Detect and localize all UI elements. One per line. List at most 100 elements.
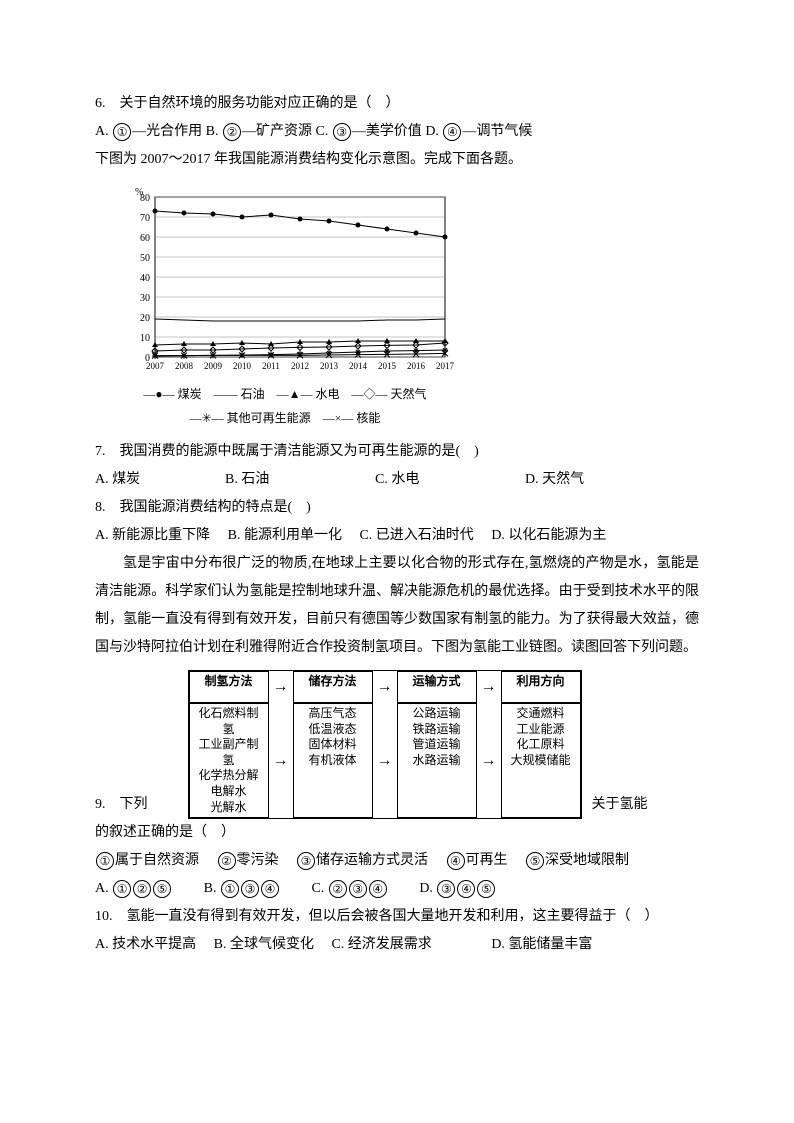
arrow-icon: → xyxy=(373,703,397,818)
q8-b: B. 能源利用单一化 xyxy=(228,528,342,543)
q9-a1: ① xyxy=(113,880,131,898)
q9-s2: ② xyxy=(218,852,236,870)
flow-head-1: 储存方法 xyxy=(293,671,373,703)
svg-text:2007: 2007 xyxy=(146,361,165,371)
svg-text:2010: 2010 xyxy=(233,361,252,371)
q6-d-text: —调节气候 xyxy=(462,124,532,139)
q8-options: A. 新能源比重下降 B. 能源利用单一化 C. 已进入石油时代 D. 以化石能… xyxy=(95,522,699,550)
q6-b-prefix: B. xyxy=(206,124,222,139)
q9-s5: ⑤ xyxy=(526,852,544,870)
q7-options: A. 煤炭 B. 石油 C. 水电 D. 天然气 xyxy=(95,466,699,494)
q6-c-prefix: C. xyxy=(315,124,331,139)
q6-a-num: ① xyxy=(113,123,131,141)
q6-c-num: ③ xyxy=(333,123,351,141)
q9-d3: ⑤ xyxy=(477,880,495,898)
flow-head-0: 制氢方法 xyxy=(189,671,269,703)
q9-d1: ③ xyxy=(437,880,455,898)
q9-s2t: 零污染 xyxy=(237,853,279,868)
q9-c3: ④ xyxy=(369,880,387,898)
arrow-icon: → xyxy=(269,671,293,703)
q9-b-p: B. xyxy=(204,881,220,896)
hydrogen-flowchart: 制氢方法→储存方法→运输方式→利用方向化石燃料制氢 工业副产制氢 化学热分解 电… xyxy=(188,670,582,819)
svg-text:2009: 2009 xyxy=(204,361,223,371)
q6-text: 6. 关于自然环境的服务功能对应正确的是（ ） xyxy=(95,90,699,118)
q9-c2: ③ xyxy=(349,880,367,898)
q7-text: 7. 我国消费的能源中既属于清洁能源又为可再生能源的是( ) xyxy=(95,438,699,466)
q9-statements: ①属于自然资源 ②零污染 ③储存运输方式灵活 ④可再生 ⑤深受地域限制 xyxy=(95,847,699,875)
q7-c: C. 水电 xyxy=(375,466,525,494)
arrow-icon: → xyxy=(373,671,397,703)
svg-text:70: 70 xyxy=(140,213,150,224)
svg-text:2017: 2017 xyxy=(436,361,455,371)
q9-s3t: 储存运输方式灵活 xyxy=(316,853,428,868)
svg-text:2013: 2013 xyxy=(320,361,339,371)
q8-d: D. 以化石能源为主 xyxy=(491,528,606,543)
svg-text:2015: 2015 xyxy=(378,361,397,371)
svg-text:2016: 2016 xyxy=(407,361,426,371)
q8-text: 8. 我国能源消费结构的特点是( ) xyxy=(95,494,699,522)
flow-body-0: 化石燃料制氢 工业副产制氢 化学热分解 电解水 光解水 xyxy=(189,703,269,818)
q6-c-text: —美学价值 xyxy=(352,124,422,139)
flow-body-3: 交通燃料 工业能源 化工原料 大规模储能 xyxy=(501,703,581,818)
q9-a3: ⑤ xyxy=(153,880,171,898)
q9-s4t: 可再生 xyxy=(466,853,508,868)
flow-body-1: 高压气态 低温液态 固体材料 有机液体 xyxy=(293,703,373,818)
q9-a-p: A. xyxy=(95,881,112,896)
q9-c1: ② xyxy=(329,880,347,898)
q9-d-p: D. xyxy=(419,881,436,896)
q9-s4: ④ xyxy=(447,852,465,870)
q9-a2: ② xyxy=(133,880,151,898)
intro-7: 下图为 2007～2017 年我国能源消费结构变化示意图。完成下面各题。 xyxy=(95,146,699,174)
q6-a-prefix: A. xyxy=(95,124,112,139)
svg-text:2012: 2012 xyxy=(291,361,309,371)
q9-s1t: 属于自然资源 xyxy=(115,853,199,868)
flow-head-3: 利用方向 xyxy=(501,671,581,703)
q8-a: A. 新能源比重下降 xyxy=(95,528,210,543)
q10-a: A. 技术水平提高 xyxy=(95,937,196,952)
q10-options: A. 技术水平提高 B. 全球气候变化 C. 经济发展需求 D. 氢能储量丰富 xyxy=(95,931,699,959)
q7-d: D. 天然气 xyxy=(525,466,584,494)
q9-right: 关于氢能 xyxy=(582,791,648,819)
q8-c: C. 已进入石油时代 xyxy=(359,528,473,543)
svg-text:60: 60 xyxy=(140,233,150,244)
q9-left: 9. 下列 xyxy=(95,791,148,819)
q7-b: B. 石油 xyxy=(225,466,375,494)
svg-text:20: 20 xyxy=(140,313,150,324)
q6-b-text: —矿产资源 xyxy=(242,124,312,139)
q9-b2: ③ xyxy=(241,880,259,898)
q6-b-num: ② xyxy=(223,123,241,141)
svg-text:10: 10 xyxy=(140,333,150,344)
q6-d-prefix: D. xyxy=(425,124,442,139)
q9-s1: ① xyxy=(96,852,114,870)
q9-options: A. ①②⑤ B. ①③④ C. ②③④ D. ③④⑤ xyxy=(95,875,699,903)
q9-tail: 的叙述正确的是（ ） xyxy=(95,819,699,847)
q6-d-num: ④ xyxy=(443,123,461,141)
chart-svg: 01020304050607080%2007200820092010201120… xyxy=(115,182,455,382)
svg-text:%: % xyxy=(135,187,143,198)
flow-head-2: 运输方式 xyxy=(397,671,477,703)
energy-chart: 01020304050607080%2007200820092010201120… xyxy=(115,182,699,430)
svg-text:2008: 2008 xyxy=(175,361,194,371)
q9-s5t: 深受地域限制 xyxy=(545,853,629,868)
q6-a-text: —光合作用 xyxy=(132,124,202,139)
arrow-icon: → xyxy=(269,703,293,818)
arrow-icon: → xyxy=(477,671,501,703)
q10-text: 10. 氢能一直没有得到有效开发，但以后会被各国大量地开发和利用，这主要得益于（… xyxy=(95,903,699,931)
q9-d2: ④ xyxy=(457,880,475,898)
q9-c-p: C. xyxy=(311,881,327,896)
chart-legend-2: —✳— 其他可再生能源 —×— 核能 xyxy=(115,406,455,430)
q9-b1: ① xyxy=(221,880,239,898)
q10-c: C. 经济发展需求 xyxy=(331,937,431,952)
q6-options: A. ①—光合作用 B. ②—矿产资源 C. ③—美学价值 D. ④—调节气候 xyxy=(95,118,699,146)
q9-s3: ③ xyxy=(297,852,315,870)
svg-text:2011: 2011 xyxy=(262,361,280,371)
flow-body-2: 公路运输 铁路运输 管道运输 水路运输 xyxy=(397,703,477,818)
q7-a: A. 煤炭 xyxy=(95,466,225,494)
svg-text:30: 30 xyxy=(140,293,150,304)
svg-text:2014: 2014 xyxy=(349,361,368,371)
arrow-icon: → xyxy=(477,703,501,818)
svg-text:50: 50 xyxy=(140,253,150,264)
q10-b: B. 全球气候变化 xyxy=(214,937,314,952)
chart-legend-1: —●— 煤炭 —— 石油 —▲— 水电 —◇— 天然气 xyxy=(115,382,455,406)
q10-d: D. 氢能储量丰富 xyxy=(491,937,592,952)
